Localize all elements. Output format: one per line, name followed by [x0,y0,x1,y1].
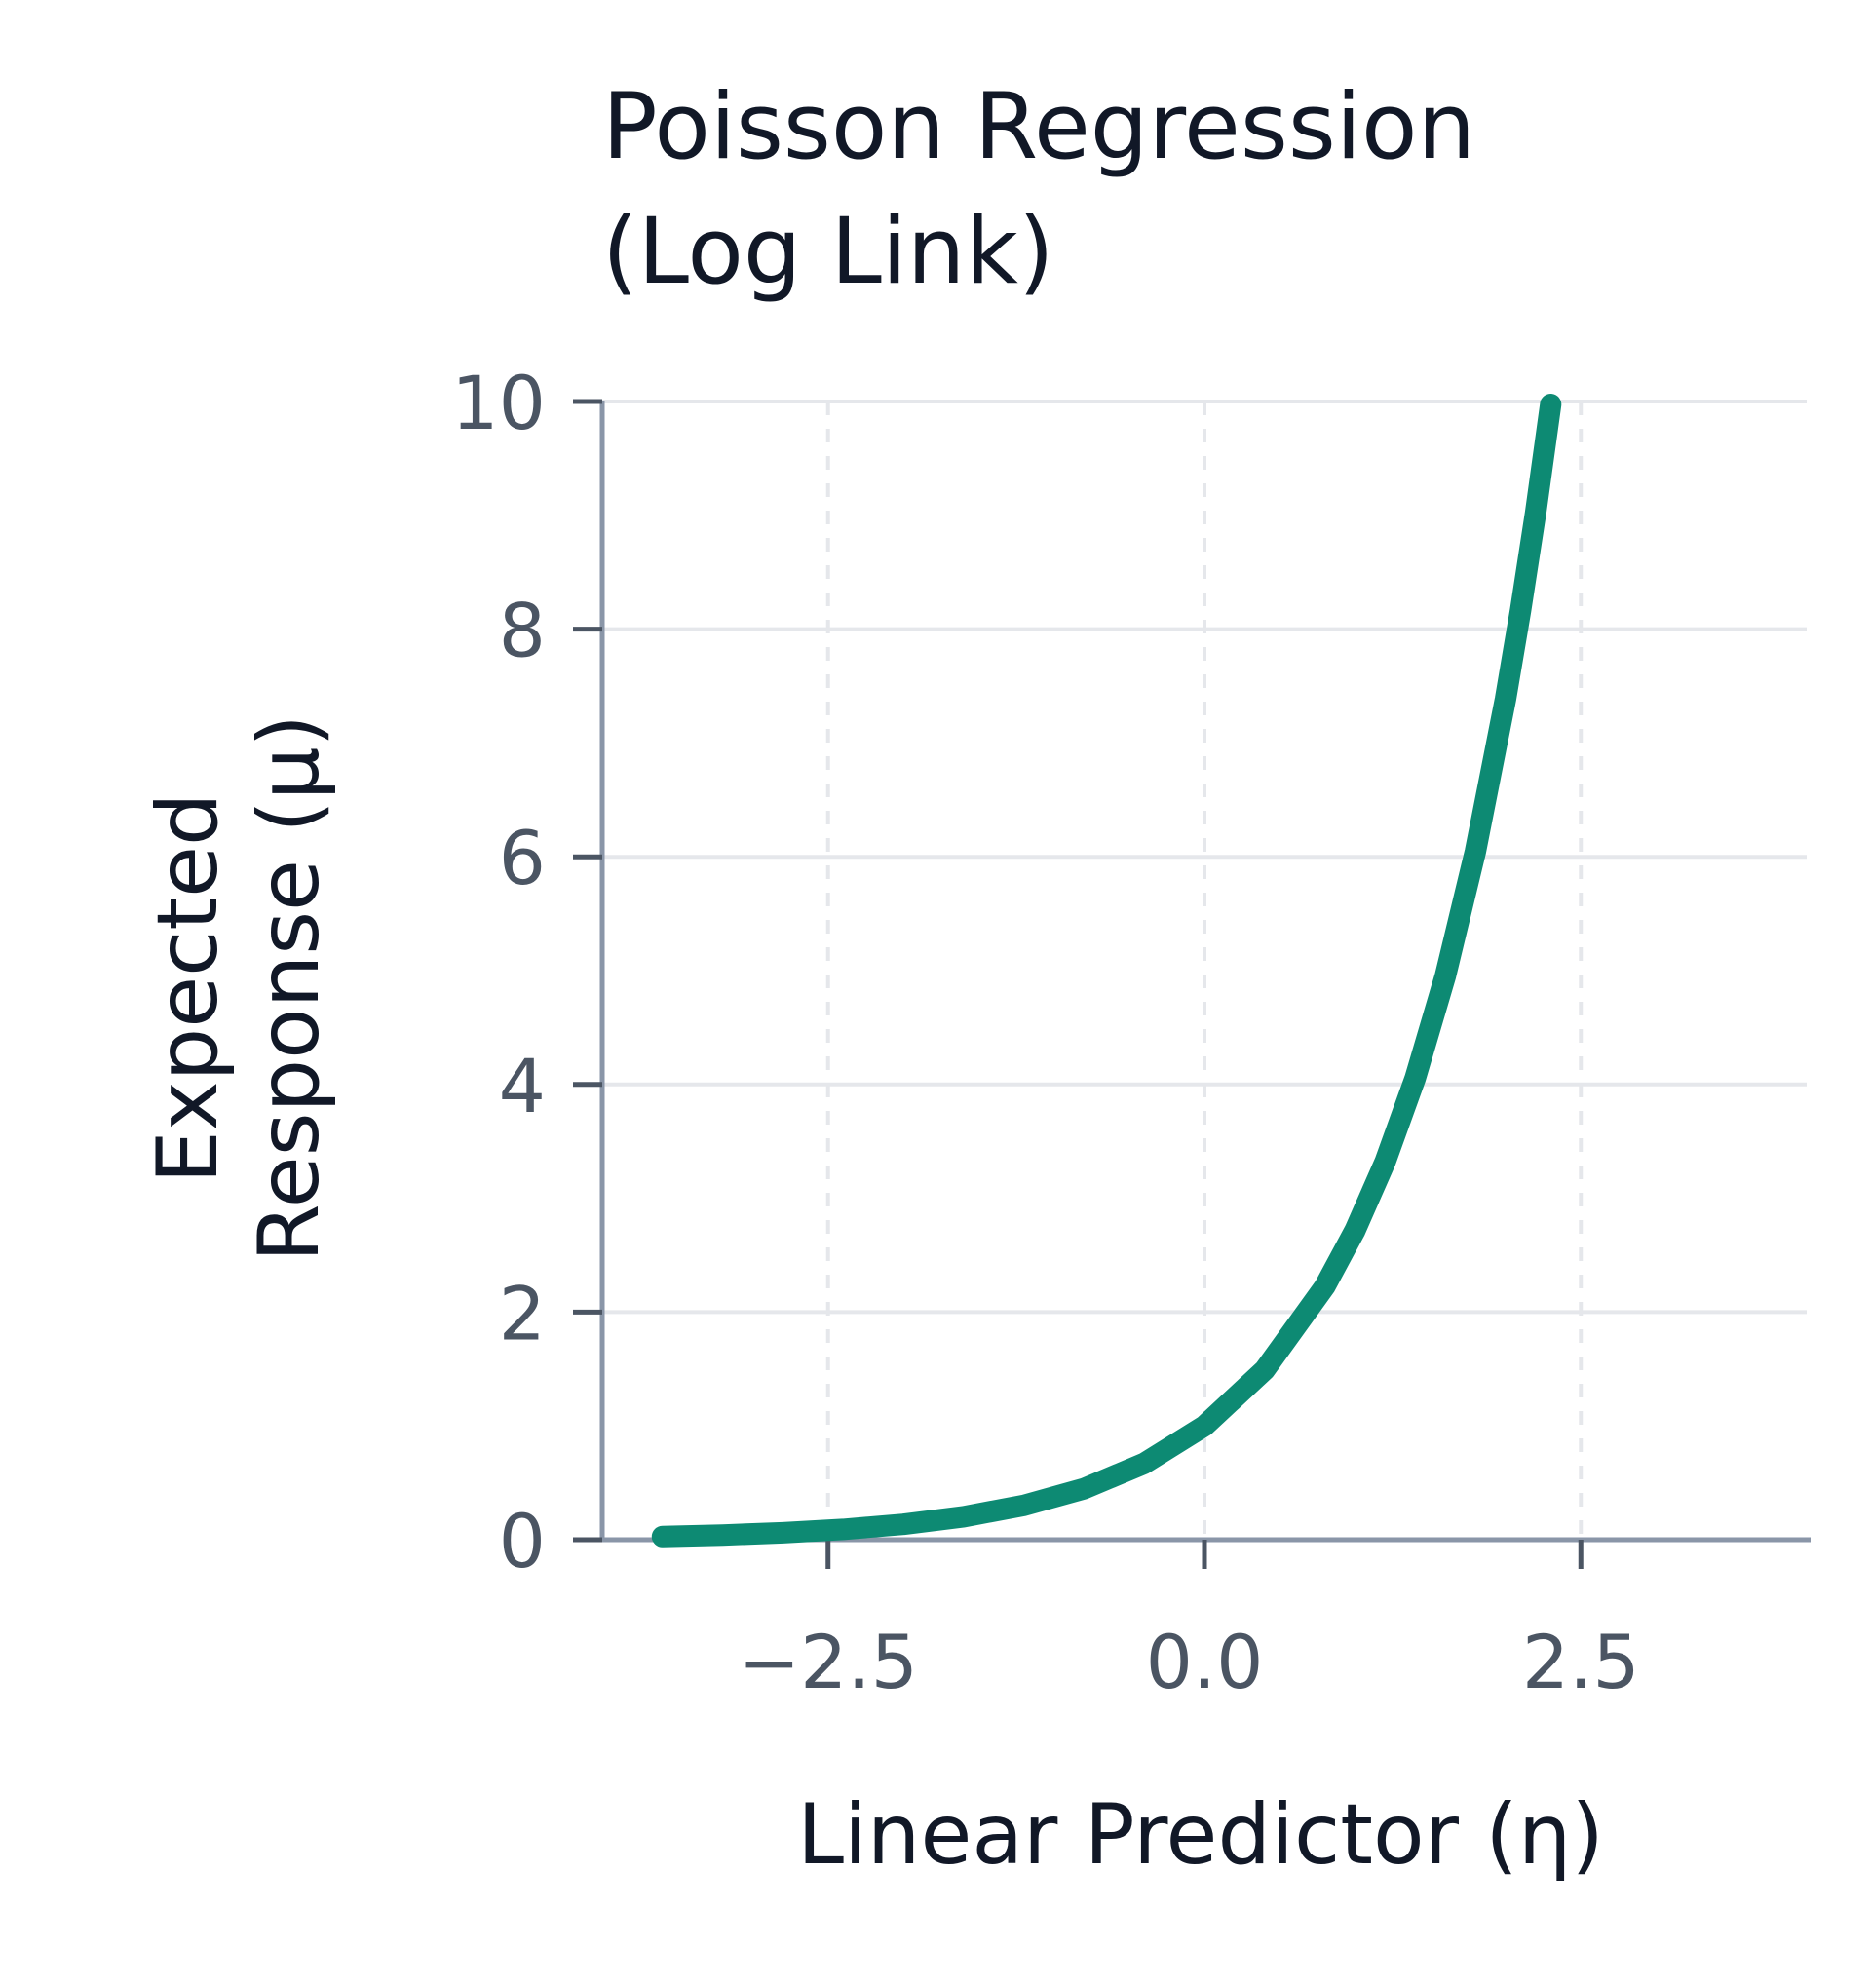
chart-title-line-1: Poisson Regression [602,74,1475,180]
chart-title-line-2: (Log Link) [602,199,1054,305]
x-axis-label: Linear Predictor (η) [797,1786,1604,1884]
y-axis-label-line-2: Response (μ) [241,714,338,1262]
x-tick-label: 0.0 [1146,1619,1264,1705]
tick-labels: 0 2 4 6 8 10 −2.5 0.0 2.5 [451,360,1639,1705]
axes [573,399,1811,1569]
y-tick-label: 8 [499,588,546,674]
x-tick-label: −2.5 [738,1619,918,1705]
y-tick-label: 6 [499,815,546,901]
series-layer [651,394,1562,1548]
y-tick-label: 10 [451,360,546,446]
grid [602,400,1807,1540]
y-tick-label: 2 [499,1270,546,1357]
series-line [651,394,1562,1548]
x-tick-label: 2.5 [1522,1619,1640,1705]
y-tick-label: 4 [499,1043,546,1129]
y-axis-label-line-1: Expected [139,792,237,1183]
y-tick-label: 0 [499,1498,546,1585]
